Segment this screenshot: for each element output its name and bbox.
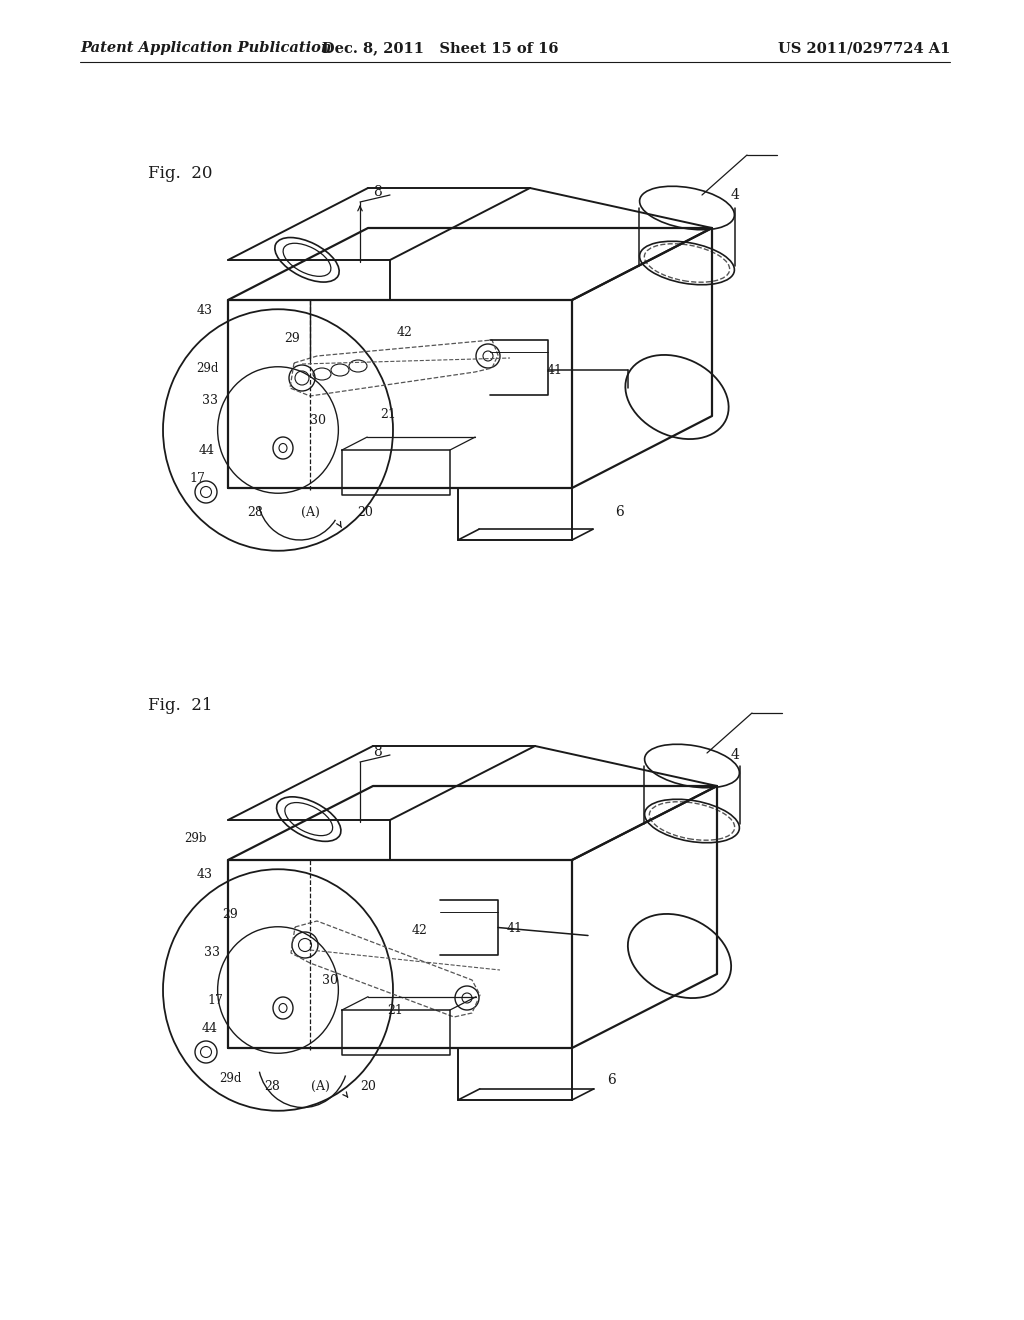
Text: (A): (A) [301, 506, 319, 519]
Text: Fig.  20: Fig. 20 [148, 165, 213, 182]
Text: 33: 33 [204, 946, 220, 960]
Text: 21: 21 [387, 1003, 402, 1016]
Text: 28: 28 [247, 506, 263, 519]
Text: 42: 42 [412, 924, 428, 936]
Text: 6: 6 [607, 1073, 616, 1086]
Text: 28: 28 [264, 1080, 280, 1093]
Text: 30: 30 [310, 413, 326, 426]
Text: 29d: 29d [196, 362, 218, 375]
Text: 43: 43 [197, 304, 213, 317]
Text: Patent Application Publication: Patent Application Publication [80, 41, 332, 55]
Text: 30: 30 [322, 974, 338, 986]
Text: 41: 41 [507, 921, 523, 935]
Text: 20: 20 [357, 506, 373, 519]
Text: 33: 33 [202, 393, 218, 407]
Text: 8: 8 [374, 744, 382, 759]
Text: 42: 42 [397, 326, 413, 338]
Text: Fig.  21: Fig. 21 [148, 697, 213, 714]
Text: 20: 20 [360, 1080, 376, 1093]
Text: 29: 29 [222, 908, 238, 921]
Text: 29d: 29d [219, 1072, 242, 1085]
Text: US 2011/0297724 A1: US 2011/0297724 A1 [777, 41, 950, 55]
Text: 41: 41 [547, 363, 563, 376]
Text: 29b: 29b [183, 832, 206, 845]
Text: 4: 4 [730, 748, 739, 762]
Text: 4: 4 [730, 187, 739, 202]
Text: 21: 21 [380, 408, 396, 421]
Text: 44: 44 [202, 1022, 218, 1035]
Text: 8: 8 [374, 185, 382, 199]
Text: 29: 29 [284, 331, 300, 345]
Text: Dec. 8, 2011   Sheet 15 of 16: Dec. 8, 2011 Sheet 15 of 16 [322, 41, 558, 55]
Text: 43: 43 [197, 869, 213, 882]
Text: (A): (A) [310, 1080, 330, 1093]
Text: 6: 6 [615, 506, 625, 519]
Text: 17: 17 [207, 994, 223, 1006]
Text: 44: 44 [199, 444, 215, 457]
Text: 17: 17 [189, 471, 205, 484]
